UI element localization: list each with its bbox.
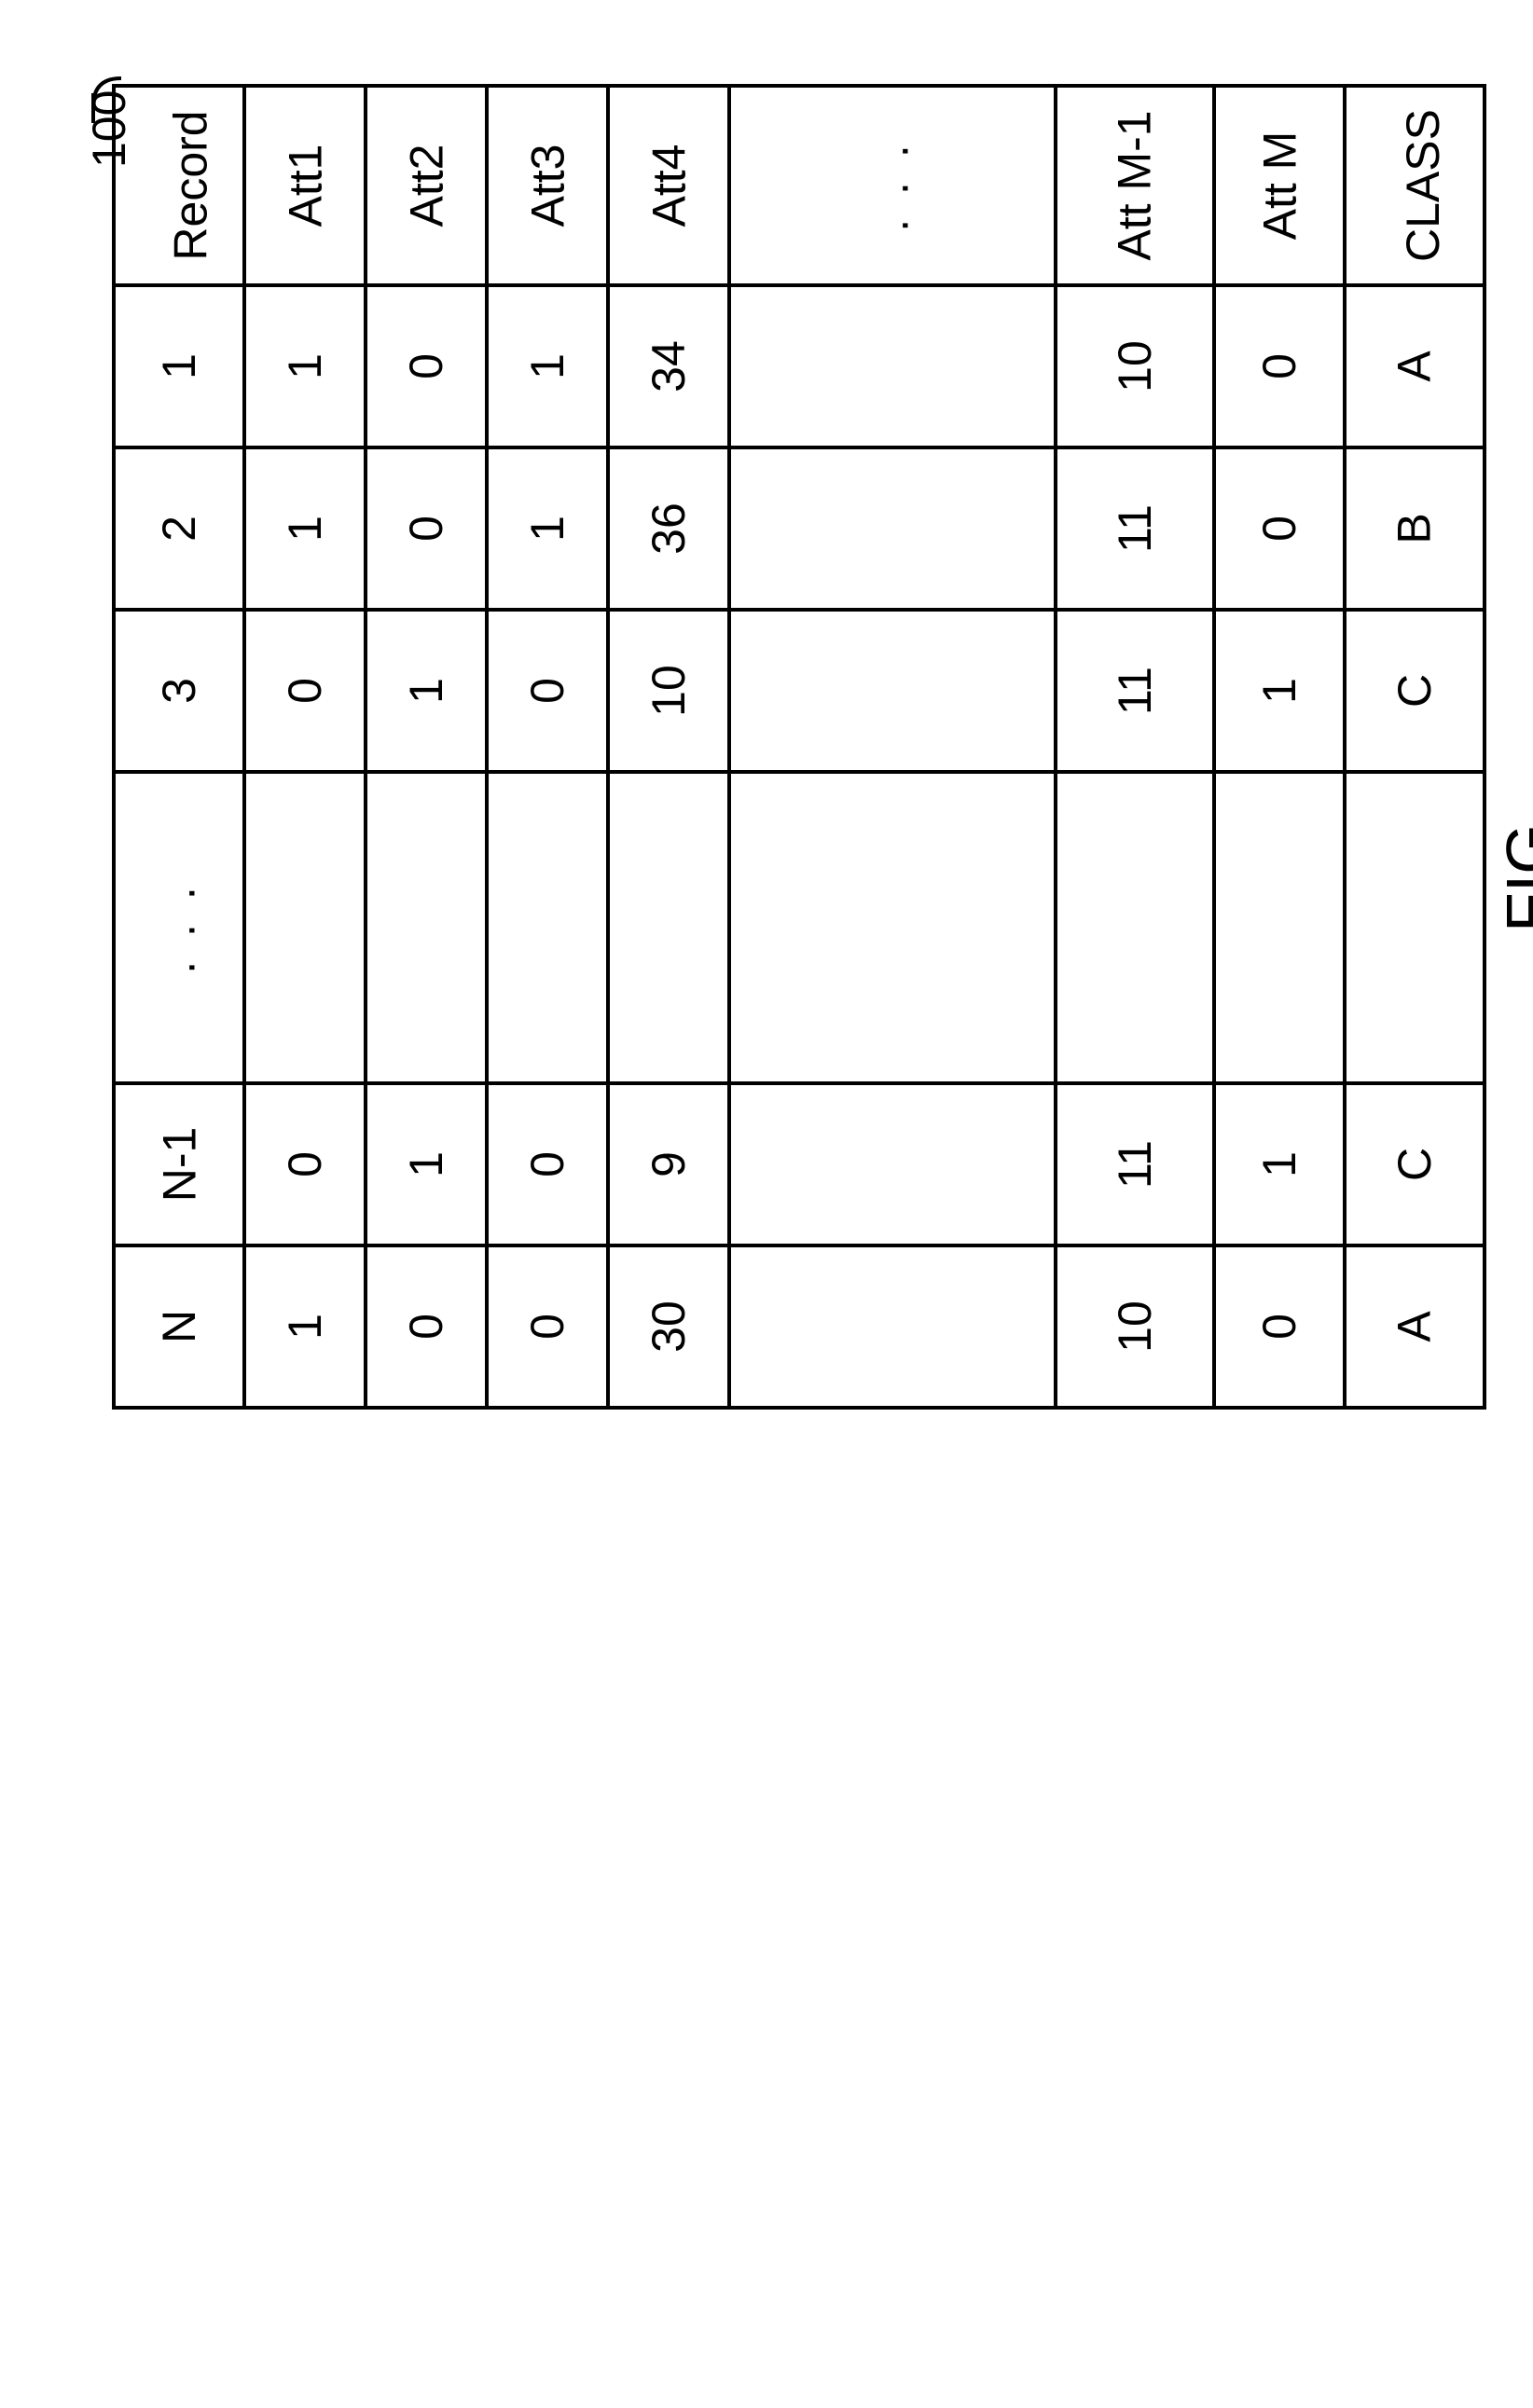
cell-record-ellipsis: . . . bbox=[114, 772, 244, 1083]
cell: 34 bbox=[608, 285, 729, 447]
table-row: N-1 0 1 0 9 11 1 C bbox=[114, 1083, 1485, 1245]
cell: 36 bbox=[608, 447, 729, 610]
col-header-attm: Att M bbox=[1214, 86, 1345, 285]
cell: 1 bbox=[366, 610, 487, 772]
cell-record: 1 bbox=[114, 285, 244, 447]
cell: 0 bbox=[487, 1083, 608, 1245]
cell: 0 bbox=[1214, 1245, 1345, 1408]
cell-empty bbox=[1214, 772, 1345, 1083]
table-header-row: Record Att1 Att2 Att3 Att4 . . . Att M-1… bbox=[114, 86, 1485, 285]
cell: 30 bbox=[608, 1245, 729, 1408]
col-header-ellipsis: . . . bbox=[729, 86, 1056, 285]
cell-empty bbox=[608, 772, 729, 1083]
page: 100 Record Att1 Att2 Att3 Att4 bbox=[0, 0, 1533, 2408]
cell: 0 bbox=[487, 1245, 608, 1408]
col-header-att2: Att2 bbox=[366, 86, 487, 285]
cell: 1 bbox=[244, 285, 366, 447]
cell-class: C bbox=[1345, 610, 1485, 772]
cell-empty bbox=[1345, 772, 1485, 1083]
cell-empty bbox=[366, 772, 487, 1083]
cell-empty bbox=[729, 610, 1056, 772]
cell-empty bbox=[244, 772, 366, 1083]
data-table: Record Att1 Att2 Att3 Att4 . . . Att M-1… bbox=[112, 84, 1486, 1410]
cell: 10 bbox=[1056, 1245, 1214, 1408]
table-row: 1 1 0 1 34 10 0 A bbox=[114, 285, 1485, 447]
cell: 1 bbox=[487, 447, 608, 610]
figure-caption: FIG. 1B bbox=[1492, 805, 1533, 932]
cell: 10 bbox=[1056, 285, 1214, 447]
cell: 1 bbox=[1214, 1083, 1345, 1245]
col-header-att4: Att4 bbox=[608, 86, 729, 285]
cell-class: B bbox=[1345, 447, 1485, 610]
cell-empty bbox=[487, 772, 608, 1083]
cell: 1 bbox=[487, 285, 608, 447]
cell: 1 bbox=[244, 447, 366, 610]
cell: 0 bbox=[366, 285, 487, 447]
cell-record: N bbox=[114, 1245, 244, 1408]
cell-empty bbox=[1056, 772, 1214, 1083]
cell: 0 bbox=[244, 1083, 366, 1245]
table-row: N 1 0 0 30 10 0 A bbox=[114, 1245, 1485, 1408]
col-header-att3: Att3 bbox=[487, 86, 608, 285]
cell-empty bbox=[729, 447, 1056, 610]
cell: 0 bbox=[487, 610, 608, 772]
cell: 9 bbox=[608, 1083, 729, 1245]
cell: 0 bbox=[244, 610, 366, 772]
cell-class: A bbox=[1345, 285, 1485, 447]
cell: 10 bbox=[608, 610, 729, 772]
col-header-att1: Att1 bbox=[244, 86, 366, 285]
cell-empty bbox=[729, 1083, 1056, 1245]
cell: 1 bbox=[244, 1245, 366, 1408]
cell-record: 2 bbox=[114, 447, 244, 610]
cell: 11 bbox=[1056, 447, 1214, 610]
cell: 1 bbox=[366, 1083, 487, 1245]
cell-empty bbox=[729, 1245, 1056, 1408]
data-table-figure: Record Att1 Att2 Att3 Att4 . . . Att M-1… bbox=[112, 84, 1417, 1410]
cell: 0 bbox=[1214, 447, 1345, 610]
col-header-class: CLASS bbox=[1345, 86, 1485, 285]
col-header-attm1: Att M-1 bbox=[1056, 86, 1214, 285]
cell: 0 bbox=[366, 1245, 487, 1408]
cell: 0 bbox=[1214, 285, 1345, 447]
cell: 11 bbox=[1056, 610, 1214, 772]
table-gap-row: . . . bbox=[114, 772, 1485, 1083]
cell-class: C bbox=[1345, 1083, 1485, 1245]
cell-empty bbox=[729, 285, 1056, 447]
table-row: 3 0 1 0 10 11 1 C bbox=[114, 610, 1485, 772]
cell-record: N-1 bbox=[114, 1083, 244, 1245]
table-row: 2 1 0 1 36 11 0 B bbox=[114, 447, 1485, 610]
cell-class: A bbox=[1345, 1245, 1485, 1408]
cell-empty bbox=[729, 772, 1056, 1083]
col-header-record: Record bbox=[114, 86, 244, 285]
cell: 1 bbox=[1214, 610, 1345, 772]
cell: 0 bbox=[366, 447, 487, 610]
cell: 11 bbox=[1056, 1083, 1214, 1245]
cell-record: 3 bbox=[114, 610, 244, 772]
